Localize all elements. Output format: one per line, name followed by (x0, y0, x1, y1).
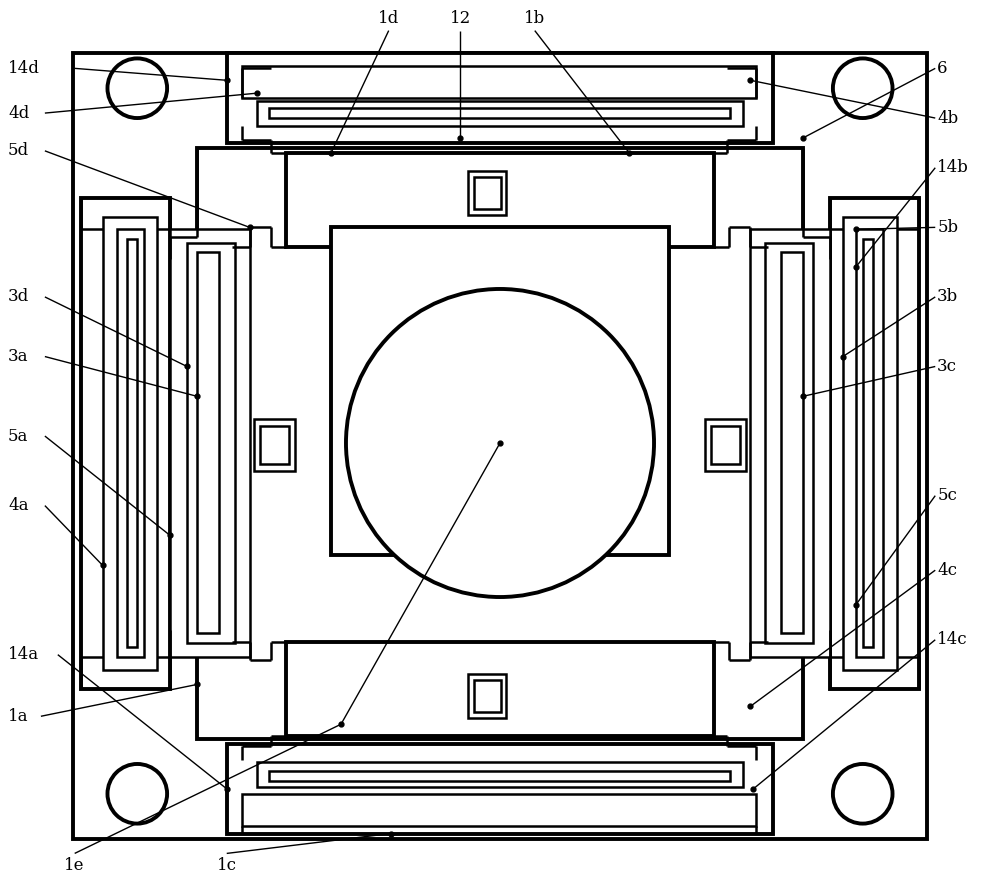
Circle shape (833, 58, 893, 118)
Bar (750, 229, 830, 657)
Text: 14d: 14d (8, 60, 40, 77)
Text: 4d: 4d (8, 105, 29, 121)
Bar (257, 762, 743, 787)
Text: 14b: 14b (937, 159, 969, 176)
Text: 14c: 14c (937, 631, 968, 649)
Text: 3a: 3a (8, 348, 29, 365)
Bar (127, 239, 137, 647)
Text: 3d: 3d (8, 289, 29, 306)
Bar (830, 198, 919, 689)
Bar (260, 426, 289, 464)
Bar (468, 673, 506, 719)
Bar (227, 53, 773, 143)
Bar (468, 171, 506, 215)
Bar (331, 228, 669, 556)
Bar (269, 771, 730, 781)
Bar (474, 680, 501, 712)
Bar (765, 244, 813, 642)
Bar (73, 53, 927, 838)
Bar (227, 744, 773, 834)
Bar (254, 419, 295, 470)
Bar (242, 794, 756, 826)
Bar (781, 253, 803, 633)
Bar (187, 244, 235, 642)
Text: 4b: 4b (937, 110, 958, 127)
Text: 4a: 4a (8, 497, 29, 514)
Bar (197, 253, 219, 633)
Circle shape (833, 764, 893, 824)
Circle shape (107, 58, 167, 118)
Text: 1e: 1e (64, 857, 85, 874)
Text: 6: 6 (937, 60, 948, 77)
Text: 1c: 1c (217, 857, 237, 874)
Bar (286, 641, 714, 736)
Bar (242, 66, 756, 98)
Bar (474, 176, 501, 209)
Circle shape (346, 289, 654, 597)
Bar (170, 229, 250, 657)
Text: 14a: 14a (8, 646, 39, 663)
Bar (863, 239, 873, 647)
Bar (117, 229, 144, 657)
Bar (286, 152, 714, 247)
Text: 5d: 5d (8, 143, 29, 159)
Text: 3b: 3b (937, 289, 958, 306)
Text: 1d: 1d (378, 10, 399, 27)
Bar (103, 217, 157, 670)
Text: 3c: 3c (937, 358, 957, 375)
Text: 5a: 5a (8, 428, 28, 445)
Bar (856, 229, 883, 657)
Bar (197, 148, 803, 739)
Circle shape (107, 764, 167, 824)
Text: 12: 12 (450, 10, 471, 27)
Bar (705, 419, 746, 470)
Text: 1a: 1a (8, 708, 29, 725)
Text: 4c: 4c (937, 562, 957, 579)
Bar (81, 198, 170, 689)
Text: 5b: 5b (937, 219, 958, 236)
Text: 1b: 1b (524, 10, 545, 27)
Bar (269, 108, 730, 118)
Bar (843, 217, 897, 670)
Bar (711, 426, 740, 464)
Bar (257, 101, 743, 126)
Text: 5c: 5c (937, 487, 957, 504)
